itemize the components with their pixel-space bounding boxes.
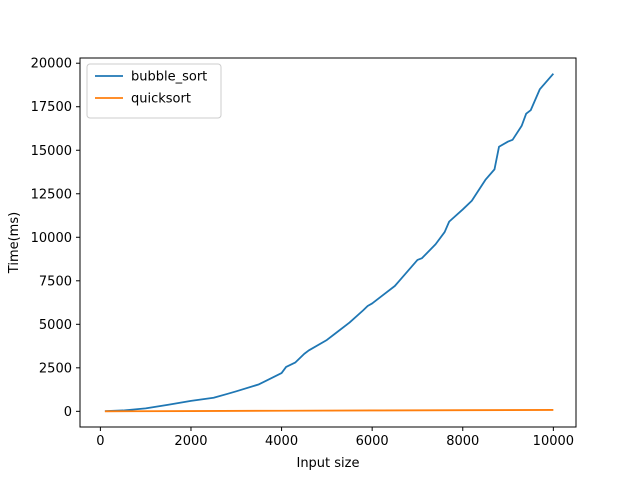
x-tick-label: 8000	[446, 434, 479, 449]
series-line-quicksort	[104, 409, 554, 413]
series-layer	[104, 73, 555, 413]
x-tick-label: 10000	[533, 434, 574, 449]
legend-box	[86, 63, 222, 119]
legend-label: quicksort	[131, 92, 191, 107]
x-tick-label: 4000	[265, 434, 298, 449]
axes-frame	[79, 57, 577, 428]
ticks-layer: 0 2000 4000 6000 8000 10000 0 2500 5000 7500 10000…	[31, 57, 574, 449]
y-tick-label: 10000	[31, 231, 72, 246]
y-tick-label: 0	[64, 405, 72, 420]
y-tick-label: 7500	[39, 274, 72, 289]
legend-label: bubble_sort	[131, 70, 207, 85]
series-line-bubble-sort	[104, 73, 555, 413]
y-tick-label: 17500	[31, 100, 72, 115]
y-tick-label: 15000	[31, 144, 72, 159]
legend: bubble_sort quicksort	[86, 63, 222, 119]
y-tick-label: 2500	[39, 361, 72, 376]
x-tick-label: 6000	[356, 434, 389, 449]
y-tick-label: 12500	[31, 187, 72, 202]
y-tick-label: 20000	[31, 57, 72, 72]
y-axis-label: Time(ms)	[7, 212, 22, 274]
y-tick-label: 5000	[39, 318, 72, 333]
x-tick-label: 0	[96, 434, 104, 449]
x-axis-label: Input size	[296, 456, 359, 471]
x-tick-label: 2000	[174, 434, 207, 449]
